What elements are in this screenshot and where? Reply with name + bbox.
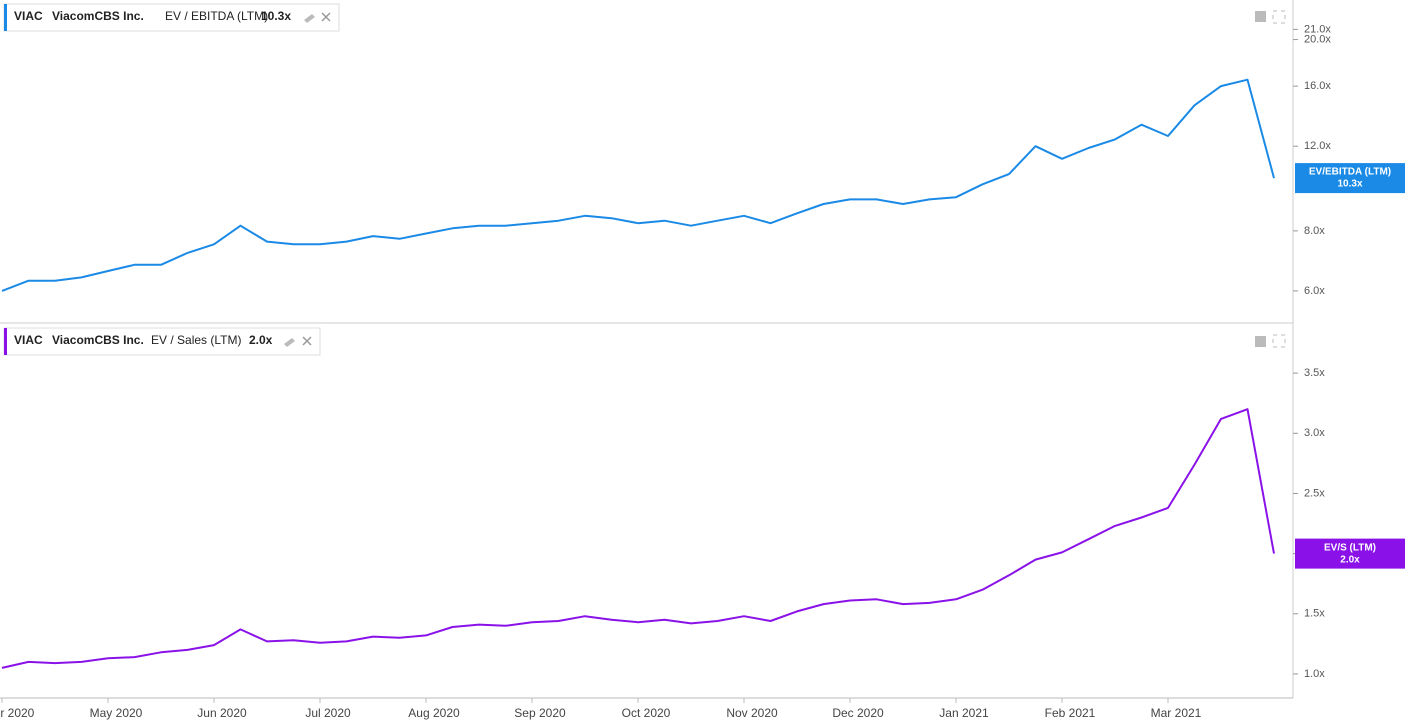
header-color [4,328,7,355]
badge-name: EV/S (LTM) [1324,542,1376,553]
ticker: VIAC [14,333,43,347]
y-tick-label: 1.0x [1304,668,1325,680]
badge-name: EV/EBITDA (LTM) [1309,167,1391,178]
series-line [1,78,1275,292]
metric-value: 2.0x [249,333,273,347]
company: ViacomCBS Inc. [52,333,144,347]
expand-icon[interactable] [1272,10,1286,24]
y-tick-label: 21.0x [1304,23,1331,35]
close-icon[interactable] [321,12,331,22]
x-tick-label: Jan 2021 [939,706,989,720]
header-box [3,3,340,32]
header: VIAC ViacomCBS Inc. EV / Sales (LTM) 2.0… [3,327,321,356]
settings-icon[interactable] [284,338,295,347]
series-line [1,408,1275,669]
y-tick-label: 2.5x [1304,487,1325,499]
x-tick-label: Sep 2020 [514,706,566,720]
y-tick-label: 20.0x [1304,33,1331,45]
x-tick-label: May 2020 [90,706,143,720]
header-box [3,327,321,356]
settings-icon[interactable] [304,14,315,23]
badge-value: 2.0x [1340,554,1360,565]
x-tick-label: Aug 2020 [408,706,460,720]
y-tick-label: 6.0x [1304,285,1325,297]
header: VIAC ViacomCBS Inc. EV / EBITDA (LTM) 10… [3,3,340,32]
y-tick-label: 8.0x [1304,225,1325,237]
metric-value: 10.3x [261,9,291,23]
x-tick-label: Dec 2020 [832,706,884,720]
y-tick-label: 3.5x [1304,367,1325,379]
x-tick-label: Apr 2020 [0,706,35,720]
expand-icon[interactable] [1272,334,1286,348]
close-icon[interactable] [302,336,312,346]
download-icon[interactable] [1255,11,1266,22]
header-color [4,4,7,31]
ticker: VIAC [14,9,43,23]
company: ViacomCBS Inc. [52,9,144,23]
x-tick-label: Nov 2020 [726,706,778,720]
x-tick-label: Jun 2020 [197,706,247,720]
metric: EV / EBITDA (LTM) [165,9,268,23]
x-tick-label: Jul 2020 [305,706,351,720]
x-tick-label: Mar 2021 [1151,706,1202,720]
y-tick-label: 1.5x [1304,608,1325,620]
current-badge [1295,163,1405,194]
x-tick-label: Oct 2020 [622,706,671,720]
y-tick-label: 16.0x [1304,80,1331,92]
badge-value: 10.3x [1337,179,1362,190]
y-tick-label: 12.0x [1304,140,1331,152]
x-tick-label: Feb 2021 [1045,706,1096,720]
collapse-icon[interactable] [1255,336,1266,347]
current-badge [1295,538,1405,569]
y-tick-label: 3.0x [1304,427,1325,439]
metric: EV / Sales (LTM) [151,333,241,347]
